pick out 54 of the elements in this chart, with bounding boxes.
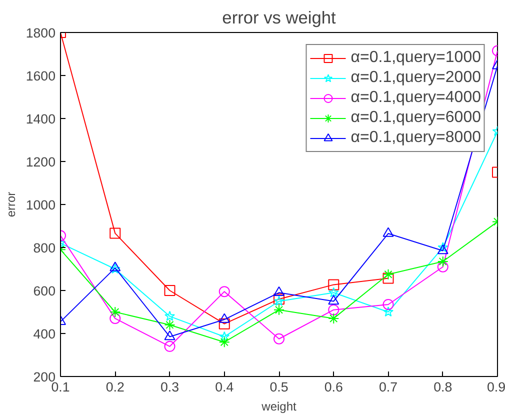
y-tick-label: 1000 xyxy=(26,198,56,212)
legend-label: α=0.1,query=2000 xyxy=(350,69,481,87)
point xyxy=(328,287,339,298)
y-tick-label: 1600 xyxy=(26,68,56,84)
point xyxy=(164,330,176,340)
point xyxy=(274,304,284,316)
y-tick-label: 1800 xyxy=(26,26,56,40)
point xyxy=(382,227,394,237)
point xyxy=(382,272,394,284)
x-tick-label: 0.4 xyxy=(215,380,234,394)
x-tick-label: 0.7 xyxy=(378,380,398,394)
point xyxy=(219,331,230,342)
y-tick-label: 1200 xyxy=(26,154,56,170)
y-tick-label: 400 xyxy=(33,326,56,342)
point xyxy=(382,306,394,317)
x-tick-label: 0.9 xyxy=(486,380,505,394)
x-tick-label: 0.8 xyxy=(434,380,452,394)
point xyxy=(328,279,340,290)
point xyxy=(110,228,121,239)
x-tick-label: 0.2 xyxy=(106,380,124,394)
point xyxy=(110,262,121,272)
point xyxy=(328,304,340,316)
point xyxy=(274,333,284,344)
x-tick-label: 0.3 xyxy=(160,380,180,394)
x-axis-title: weight xyxy=(260,400,298,414)
point xyxy=(164,310,176,321)
point xyxy=(274,286,284,296)
point xyxy=(218,336,230,348)
y-tick-label: 800 xyxy=(33,240,56,256)
legend-label: α=0.1,query=6000 xyxy=(350,109,481,127)
legend-label: α=0.1,query=4000 xyxy=(350,89,481,107)
point xyxy=(110,312,121,324)
point xyxy=(382,298,394,310)
y-axis-title: error xyxy=(4,192,18,218)
point xyxy=(164,340,176,352)
point xyxy=(164,319,176,330)
point xyxy=(218,313,230,323)
chart-title: error vs weight xyxy=(222,8,336,28)
point xyxy=(437,261,448,272)
point xyxy=(110,264,120,274)
point xyxy=(164,285,176,296)
point xyxy=(110,306,121,318)
y-tick-label: 600 xyxy=(33,284,56,298)
point xyxy=(328,294,340,305)
legend-label: α=0.1,query=1000 xyxy=(350,49,481,67)
y-tick-label: 1400 xyxy=(26,112,56,126)
legend-label: α=0.1,query=8000 xyxy=(350,129,481,147)
x-tick-label: 0.5 xyxy=(270,380,288,394)
point xyxy=(382,268,394,280)
point xyxy=(218,286,230,298)
point xyxy=(437,256,448,267)
point xyxy=(328,312,340,324)
x-tick-label: 0.6 xyxy=(324,380,343,394)
point xyxy=(218,318,230,330)
